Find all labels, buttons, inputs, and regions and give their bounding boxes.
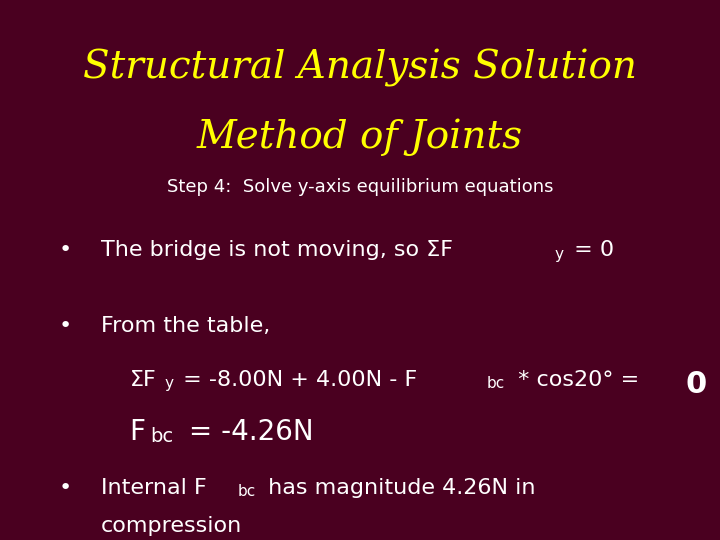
Text: The bridge is not moving, so ΣF: The bridge is not moving, so ΣF	[101, 240, 453, 260]
Text: •: •	[58, 478, 71, 498]
Text: y: y	[164, 376, 173, 392]
Text: compression: compression	[101, 516, 242, 536]
Text: = -8.00N + 4.00N - F: = -8.00N + 4.00N - F	[176, 370, 417, 390]
Text: Internal F: Internal F	[101, 478, 207, 498]
Text: Structural Analysis Solution: Structural Analysis Solution	[83, 49, 637, 86]
Text: •: •	[58, 316, 71, 336]
Text: has magnitude 4.26N in: has magnitude 4.26N in	[261, 478, 535, 498]
Text: Method of Joints: Method of Joints	[197, 119, 523, 156]
Text: = 0: = 0	[567, 240, 613, 260]
Text: 0: 0	[685, 370, 706, 399]
Text: •: •	[58, 240, 71, 260]
Text: y: y	[555, 247, 564, 262]
Text: = -4.26N: = -4.26N	[180, 418, 314, 447]
Text: bc: bc	[150, 427, 174, 446]
Text: F: F	[130, 418, 145, 447]
Text: Step 4:  Solve y-axis equilibrium equations: Step 4: Solve y-axis equilibrium equatio…	[167, 178, 553, 196]
Text: bc: bc	[238, 484, 256, 500]
Text: ΣF: ΣF	[130, 370, 156, 390]
Text: From the table,: From the table,	[101, 316, 270, 336]
Text: * cos20° =: * cos20° =	[510, 370, 646, 390]
Text: bc: bc	[487, 376, 505, 392]
